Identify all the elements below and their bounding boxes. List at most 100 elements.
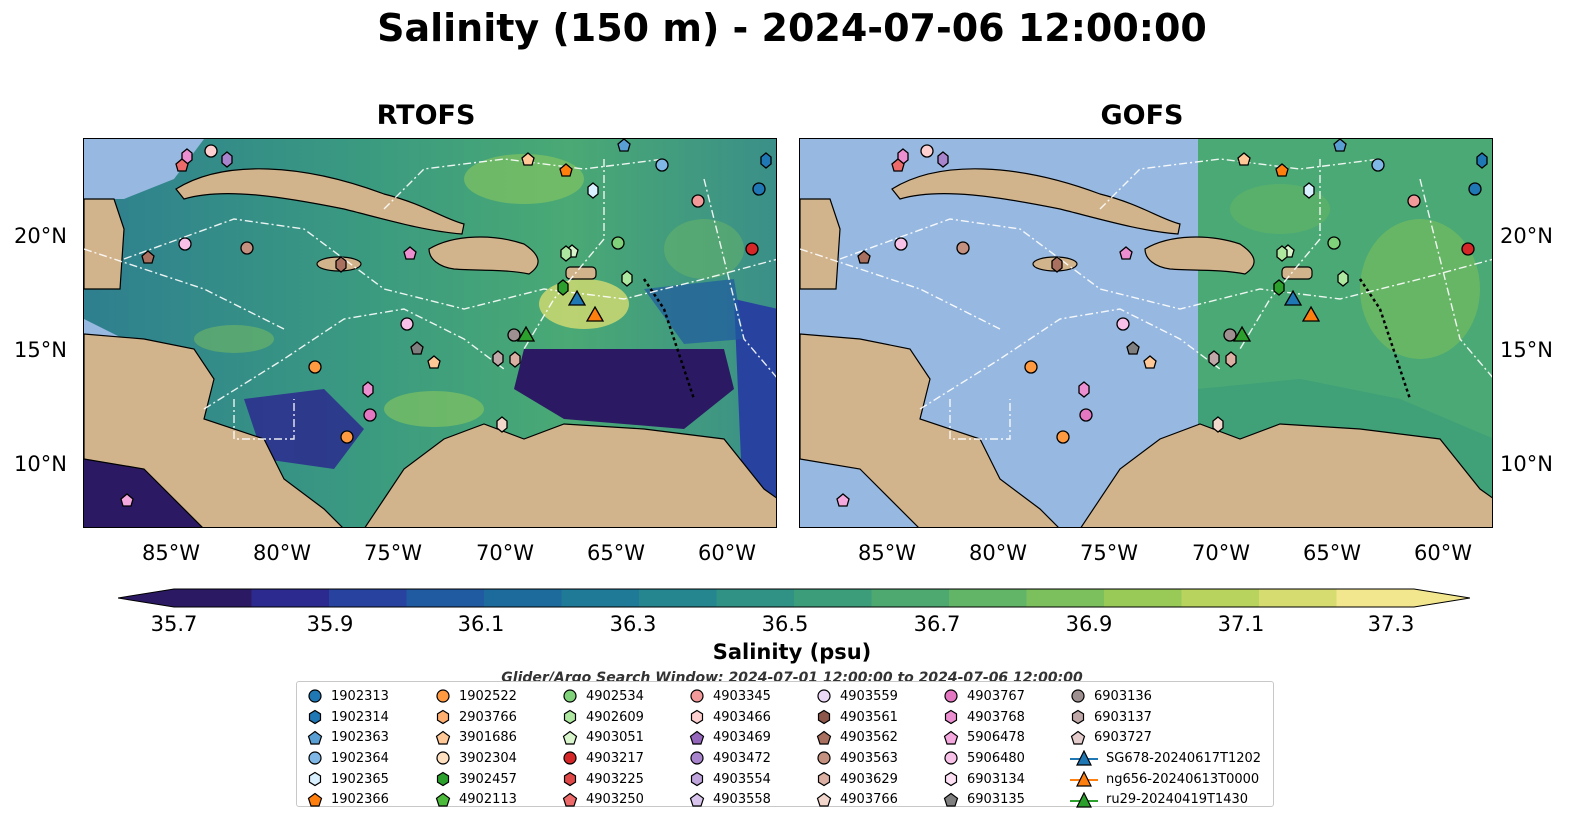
legend-marker [307, 792, 323, 807]
legend-marker [435, 730, 451, 745]
legend-item: 4903766 [816, 789, 898, 810]
colorbar-bin [794, 589, 872, 607]
legend-item: 4903345 [689, 686, 771, 707]
map-panel-rtofs[interactable] [83, 138, 777, 528]
colorbar-tick-36-3: 36.3 [609, 612, 657, 636]
legend-marker [307, 730, 323, 745]
legend-item-label: 4903768 [967, 709, 1025, 725]
legend-column: 4903345 4903466 4903469 4903472 4903554 49035… [689, 686, 771, 810]
legend-column: 1902313 1902314 1902363 1902364 1902365 19023… [307, 686, 389, 810]
legend-marker [817, 689, 831, 703]
legend-marker [563, 771, 577, 787]
legend-item-label: 6903727 [1094, 730, 1152, 746]
legend-item-label: 3901686 [459, 730, 517, 746]
legend-item-label: 5906480 [967, 750, 1025, 766]
legend-item-label: 4903217 [586, 750, 644, 766]
rtofs-map-svg [84, 139, 776, 527]
lon-label-80w-left: 80°W [253, 541, 311, 565]
legend-item-label: 4903558 [713, 792, 771, 808]
legend-item-label: 1902363 [331, 730, 389, 746]
legend-marker [817, 771, 831, 787]
lon-label-85w-right: 85°W [858, 541, 916, 565]
legend-marker [816, 730, 832, 745]
lon-label-60w-left: 60°W [698, 541, 756, 565]
legend-marker [690, 709, 704, 725]
colorbar-tick-37-3: 37.3 [1367, 612, 1415, 636]
legend-item-label: 6903137 [1094, 709, 1152, 725]
colorbar-bin [1026, 589, 1105, 607]
colorbar-bin [949, 589, 1027, 607]
colorbar-label: Salinity (psu) [712, 640, 872, 664]
legend-item: 1902314 [307, 707, 389, 728]
legend-item-label: 3902304 [459, 750, 517, 766]
legend-item: 4903250 [562, 789, 644, 810]
colorbar-bin [329, 589, 407, 607]
legend-item: 5906480 [943, 748, 1025, 769]
legend-item: 3901686 [435, 727, 517, 748]
map-panel-gofs[interactable] [799, 138, 1493, 528]
legend-item: 4902609 [562, 707, 644, 728]
legend-item-label: 4902113 [459, 792, 517, 808]
legend-item: 3902457 [435, 769, 517, 790]
legend-column: 4902534 4902609 4903051 4903217 4903225 49032… [562, 686, 644, 810]
legend-item-label: 1902365 [331, 771, 389, 787]
legend-item: 3902304 [435, 748, 517, 769]
legend-item-label: ng656-20240613T0000 [1106, 771, 1260, 787]
legend-item-label: 2903766 [459, 709, 517, 725]
legend-item: 1902522 [435, 686, 517, 707]
colorbar-tick-37-1: 37.1 [1217, 612, 1265, 636]
colorbar-bin [251, 589, 330, 607]
colorbar-bin [716, 589, 795, 607]
legend-item-label: 4903345 [713, 688, 771, 704]
colorbar-bin [174, 589, 252, 607]
legend-marker [562, 730, 578, 745]
legend-marker [562, 792, 578, 807]
gofs-map-svg [800, 139, 1492, 527]
legend-marker [690, 689, 704, 703]
colorbar-bin [639, 589, 717, 607]
lon-label-85w-left: 85°W [142, 541, 200, 565]
lon-label-75w-right: 75°W [1080, 541, 1138, 565]
legend-marker [308, 751, 322, 766]
legend-item-label: 6903134 [967, 771, 1025, 787]
legend-item: 4903554 [689, 769, 771, 790]
legend: 1902313 1902314 1902363 1902364 1902365 19023… [296, 681, 1274, 810]
panel-title-gofs: GOFS [1100, 100, 1184, 131]
legend-item-label: 4903629 [840, 771, 898, 787]
lat-label-15n-left: 15°N [14, 338, 67, 362]
legend-item-label: 4902534 [586, 688, 644, 704]
legend-item: 4903051 [562, 727, 644, 748]
legend-marker [817, 709, 831, 725]
legend-item: 4903768 [943, 707, 1025, 728]
legend-marker [1070, 791, 1098, 808]
lon-label-65w-right: 65°W [1303, 541, 1361, 565]
legend-item-label: 1902366 [331, 792, 389, 808]
legend-item: 4903472 [689, 748, 771, 769]
legend-column: 6903136 6903137 6903727 SG678-20240617T1202… [1070, 686, 1261, 810]
legend-marker [944, 771, 958, 787]
legend-marker [817, 751, 831, 766]
colorbar-bin [1259, 589, 1337, 607]
colorbar-tick-36-7: 36.7 [913, 612, 961, 636]
legend-marker [943, 730, 959, 745]
legend-marker [308, 771, 322, 787]
legend-item: 4903559 [816, 686, 898, 707]
legend-marker [1070, 750, 1098, 767]
legend-marker [1071, 689, 1085, 703]
lon-label-65w-left: 65°W [587, 541, 645, 565]
legend-item-label: 4903469 [713, 730, 771, 746]
legend-item: 6903137 [1070, 707, 1261, 728]
legend-item: 6903727 [1070, 727, 1261, 748]
colorbar-svg [117, 588, 1471, 608]
legend-item: 4903225 [562, 769, 644, 790]
legend-marker [308, 709, 322, 725]
legend-item: 1902363 [307, 727, 389, 748]
legend-marker [436, 689, 450, 703]
colorbar-bin [871, 589, 950, 607]
legend-item-label: 6903136 [1094, 688, 1152, 704]
legend-marker [1071, 709, 1085, 725]
legend-marker [944, 689, 958, 703]
lon-label-80w-right: 80°W [969, 541, 1027, 565]
legend-marker [1070, 730, 1086, 745]
legend-item: 4903767 [943, 686, 1025, 707]
